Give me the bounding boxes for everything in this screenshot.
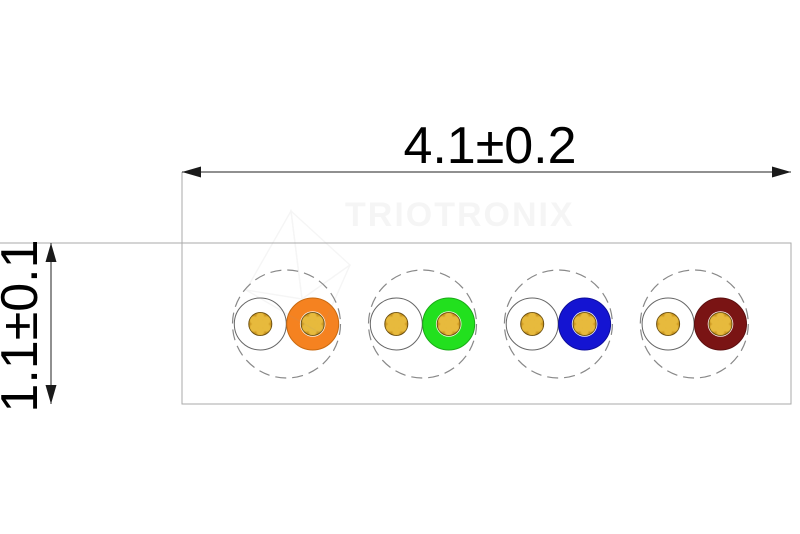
- svg-text:4.1±0.2: 4.1±0.2: [403, 117, 576, 175]
- svg-text:1.1±0.1: 1.1±0.1: [0, 239, 49, 412]
- svg-text:TRIOTRONIX: TRIOTRONIX: [345, 196, 575, 234]
